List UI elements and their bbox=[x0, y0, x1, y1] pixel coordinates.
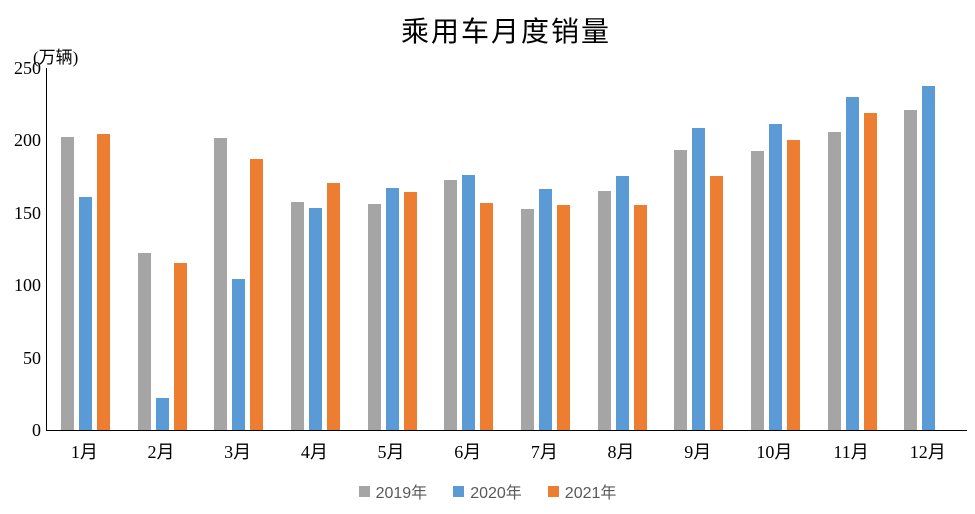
bar-2020年-4月 bbox=[308, 208, 322, 430]
x-tick-label-7月: 7月 bbox=[530, 442, 558, 462]
legend: 2019年 2020年 2021年 bbox=[0, 479, 975, 503]
bar-2020年-12月 bbox=[922, 86, 936, 430]
bar-2020年-9月 bbox=[692, 128, 706, 430]
bar-2020年-8月 bbox=[615, 176, 629, 430]
y-tick-label-50: 50 bbox=[23, 348, 41, 368]
bar-2021年-9月 bbox=[710, 176, 724, 430]
bar-group-6月 bbox=[430, 68, 507, 430]
y-tick-label-0: 0 bbox=[32, 420, 41, 440]
bar-2019年-2月 bbox=[137, 253, 151, 430]
x-tick-label-4月: 4月 bbox=[300, 442, 328, 462]
x-tick-label-5月: 5月 bbox=[377, 442, 405, 462]
legend-item-2020年: 2020年 bbox=[453, 479, 522, 503]
bar-group-7月 bbox=[507, 68, 584, 430]
bar-group-1月 bbox=[47, 68, 124, 430]
bar-2021年-11月 bbox=[863, 113, 877, 430]
bar-2021年-7月 bbox=[556, 205, 570, 430]
bar-2020年-1月 bbox=[78, 197, 92, 430]
y-tick-label-150: 150 bbox=[14, 203, 41, 223]
x-tick-label-2月: 2月 bbox=[147, 442, 175, 462]
bar-2019年-11月 bbox=[827, 132, 841, 430]
bar-2021年-8月 bbox=[633, 205, 647, 430]
legend-item-2019年: 2019年 bbox=[358, 479, 428, 503]
legend-swatch-icon bbox=[453, 485, 465, 497]
bar-groups bbox=[47, 68, 967, 430]
bar-2020年-3月 bbox=[232, 279, 246, 430]
legend-label: 2021年 bbox=[564, 485, 617, 502]
y-axis-unit-label: (万辆) bbox=[33, 48, 79, 67]
bar-group-8月 bbox=[584, 68, 661, 430]
bar-group-4月 bbox=[277, 68, 354, 430]
x-tick-label-11月: 11月 bbox=[833, 442, 869, 462]
y-tick-label-100: 100 bbox=[14, 275, 41, 295]
x-tick-label-8月: 8月 bbox=[607, 442, 635, 462]
bar-group-5月 bbox=[354, 68, 431, 430]
bar-2020年-6月 bbox=[462, 175, 476, 430]
plot-area bbox=[46, 68, 967, 431]
x-tick-label-3月: 3月 bbox=[224, 442, 252, 462]
bar-group-2月 bbox=[124, 68, 201, 430]
bar-2021年-6月 bbox=[480, 203, 494, 430]
bar-2019年-7月 bbox=[520, 209, 534, 430]
bar-group-9月 bbox=[660, 68, 737, 430]
y-tick-label-200: 200 bbox=[14, 130, 41, 150]
bar-2020年-5月 bbox=[385, 188, 399, 430]
legend-item-2021年: 2021年 bbox=[547, 479, 617, 503]
bar-2021年-5月 bbox=[403, 192, 417, 430]
bar-2021年-3月 bbox=[250, 159, 264, 430]
bar-2019年-5月 bbox=[367, 204, 381, 430]
bar-group-11月 bbox=[814, 68, 891, 430]
bar-2019年-4月 bbox=[290, 202, 304, 430]
bar-2020年-10月 bbox=[768, 124, 782, 430]
x-tick-label-12月: 12月 bbox=[909, 442, 946, 462]
bar-2021年-2月 bbox=[173, 263, 187, 430]
bar-2020年-11月 bbox=[845, 97, 859, 430]
x-tick-label-10月: 10月 bbox=[756, 442, 793, 462]
bar-2019年-3月 bbox=[214, 138, 228, 430]
legend-label: 2020年 bbox=[470, 485, 522, 502]
bar-2021年-4月 bbox=[326, 183, 340, 430]
legend-swatch-icon bbox=[358, 485, 370, 497]
bar-group-3月 bbox=[200, 68, 277, 430]
bar-2020年-7月 bbox=[538, 189, 552, 430]
bar-2019年-10月 bbox=[750, 151, 764, 430]
x-tick-label-1月: 1月 bbox=[70, 442, 98, 462]
x-tick-label-6月: 6月 bbox=[454, 442, 482, 462]
bar-2020年-2月 bbox=[155, 398, 169, 430]
bar-2021年-10月 bbox=[786, 140, 800, 430]
bar-2019年-6月 bbox=[444, 180, 458, 430]
bar-2021年-1月 bbox=[96, 134, 110, 430]
legend-swatch-icon bbox=[547, 485, 559, 497]
x-tick-label-9月: 9月 bbox=[684, 442, 712, 462]
bar-2019年-8月 bbox=[597, 191, 611, 430]
bar-group-12月 bbox=[890, 68, 967, 430]
bar-group-10月 bbox=[737, 68, 814, 430]
bar-2019年-1月 bbox=[60, 137, 74, 430]
legend-label: 2019年 bbox=[375, 485, 428, 502]
bar-2019年-12月 bbox=[904, 110, 918, 430]
chart-title: 乘用车月度销量 bbox=[400, 17, 611, 48]
bar-2019年-9月 bbox=[674, 150, 688, 430]
x-axis: 1月 2月 3月 4月 5月 6月 7月 8月 9月 10月 11月 12月 bbox=[46, 438, 966, 464]
